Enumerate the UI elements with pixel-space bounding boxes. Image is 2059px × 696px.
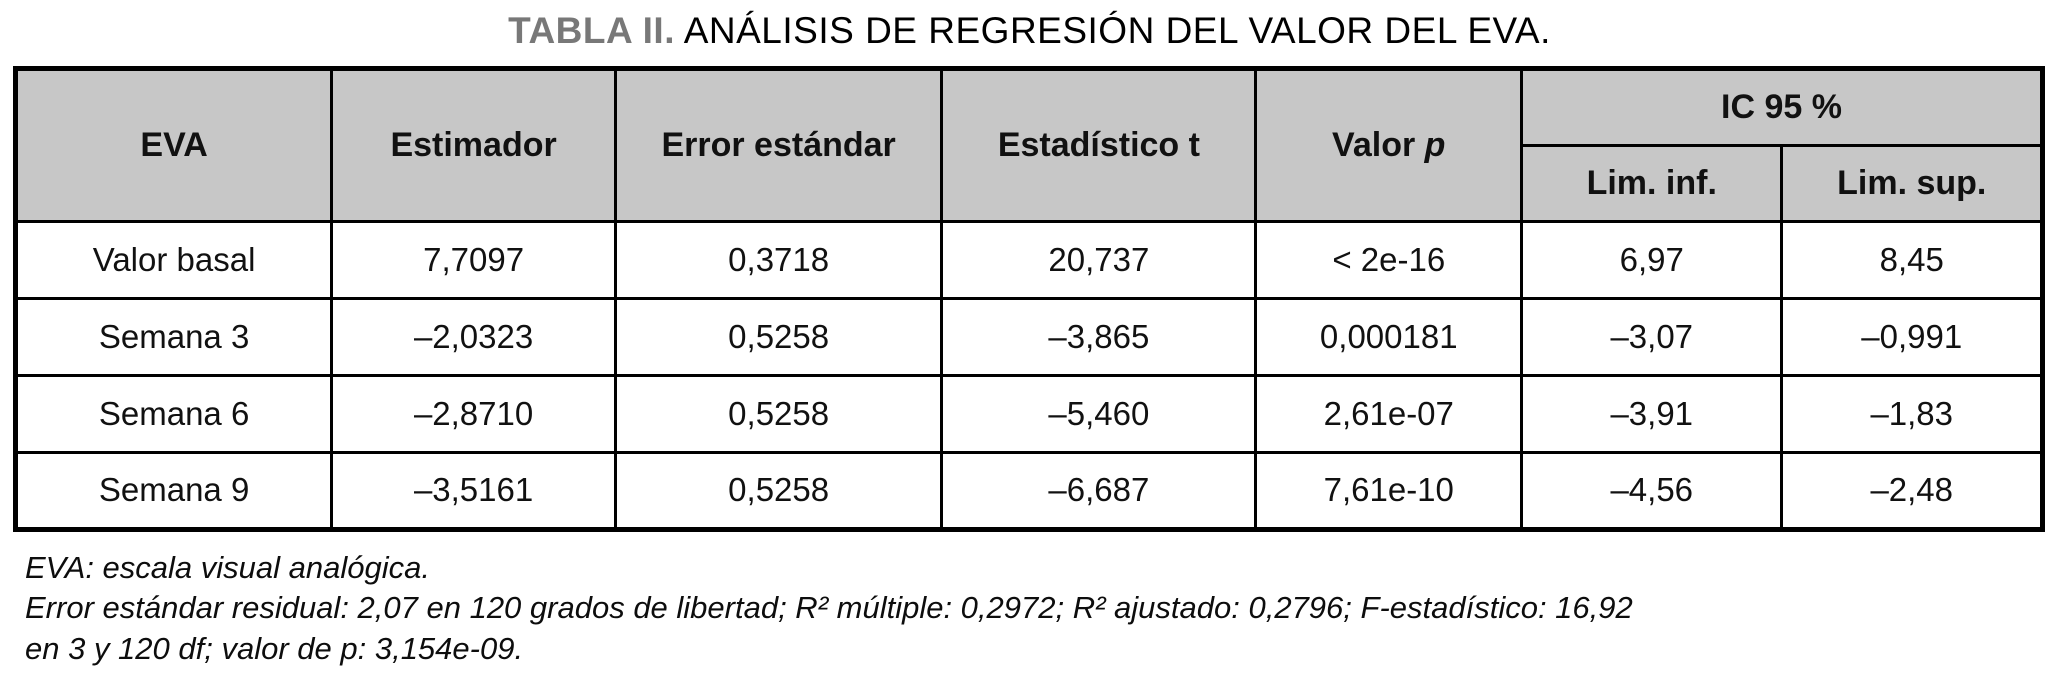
table-row-semana-6: Semana 6 –2,8710 0,5258 –5,460 2,61e-07 …	[13, 373, 2044, 454]
table-row-semana-3: Semana 3 –2,0323 0,5258 –3,865 0,000181 …	[13, 296, 2044, 377]
cell-lim-inf: –4,56	[1520, 450, 1784, 531]
cell-lim-inf: –3,07	[1520, 296, 1784, 377]
cell-lim-sup: –0,991	[1780, 296, 2044, 377]
cell-estimador: –2,8710	[330, 373, 617, 454]
cell-valor-p: 2,61e-07	[1254, 373, 1524, 454]
cell-estimador: –2,0323	[330, 296, 617, 377]
regression-table: EVA Estimador Error estándar Estadístico…	[13, 65, 2045, 532]
cell-estimador: –3,5161	[330, 450, 617, 531]
cell-valor-p: 7,61e-10	[1254, 450, 1524, 531]
header-valor-p-var: p	[1424, 125, 1446, 164]
cell-lim-sup: –2,48	[1780, 450, 2044, 531]
table-title-text: ANÁLISIS DE REGRESIÓN DEL VALOR DEL EVA.	[683, 10, 1551, 51]
header-error-estandar: Error estándar	[613, 66, 944, 223]
cell-lim-sup: –1,83	[1780, 373, 2044, 454]
row-label: Valor basal	[13, 219, 334, 300]
table-footnotes: EVA: escala visual analógica. Error está…	[25, 548, 2059, 671]
table-row-valor-basal: Valor basal 7,7097 0,3718 20,737 < 2e-16…	[13, 219, 2044, 300]
cell-estadistico-t: –3,865	[940, 296, 1258, 377]
header-lim-sup: Lim. sup.	[1780, 143, 2044, 223]
cell-error-estandar: 0,5258	[613, 373, 944, 454]
cell-error-estandar: 0,5258	[613, 450, 944, 531]
header-ic95: IC 95 %	[1520, 66, 2044, 147]
cell-valor-p: 0,000181	[1254, 296, 1524, 377]
header-eva: EVA	[13, 66, 334, 223]
footnote-statistics-line1: Error estándar residual: 2,07 en 120 gra…	[25, 590, 1633, 626]
footnote-statistics-line2: en 3 y 120 df; valor de p: 3,154e-09.	[25, 631, 524, 667]
header-valor-p-text: Valor	[1332, 125, 1416, 164]
cell-estadistico-t: –5,460	[940, 373, 1258, 454]
header-valor-p: Valor p	[1254, 66, 1524, 223]
header-estadistico-t: Estadístico t	[940, 66, 1258, 223]
footnote-abbreviation: EVA: escala visual analógica.	[25, 549, 430, 585]
cell-lim-inf: 6,97	[1520, 219, 1784, 300]
row-label: Semana 3	[13, 296, 334, 377]
table-body: Valor basal 7,7097 0,3718 20,737 < 2e-16…	[13, 219, 2044, 531]
header-lim-inf: Lim. inf.	[1520, 143, 1784, 223]
row-label: Semana 9	[13, 450, 334, 531]
table-title: TABLA II. ANÁLISIS DE REGRESIÓN DEL VALO…	[0, 0, 2059, 53]
table-header: EVA Estimador Error estándar Estadístico…	[13, 66, 2044, 223]
cell-estadistico-t: 20,737	[940, 219, 1258, 300]
cell-error-estandar: 0,5258	[613, 296, 944, 377]
cell-estimador: 7,7097	[330, 219, 617, 300]
header-estimador: Estimador	[330, 66, 617, 223]
cell-estadistico-t: –6,687	[940, 450, 1258, 531]
cell-error-estandar: 0,3718	[613, 219, 944, 300]
row-label: Semana 6	[13, 373, 334, 454]
cell-lim-sup: 8,45	[1780, 219, 2044, 300]
cell-lim-inf: –3,91	[1520, 373, 1784, 454]
table-title-number: TABLA II.	[508, 10, 675, 51]
table-row-semana-9: Semana 9 –3,5161 0,5258 –6,687 7,61e-10 …	[13, 450, 2044, 531]
cell-valor-p: < 2e-16	[1254, 219, 1524, 300]
